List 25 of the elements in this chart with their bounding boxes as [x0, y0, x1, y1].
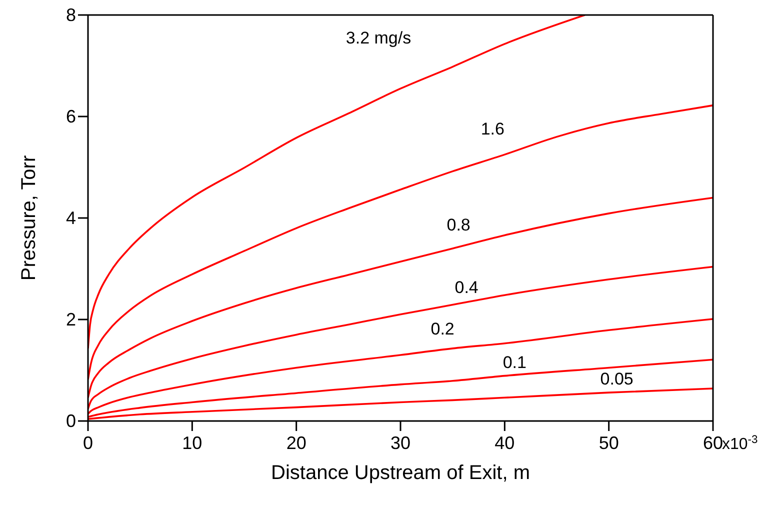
x-tick-label: 20 — [286, 433, 306, 453]
y-tick-label: 6 — [66, 106, 76, 126]
line-series — [88, 318, 713, 415]
y-tick-label: 2 — [66, 310, 76, 330]
y-tick-label: 0 — [66, 411, 76, 431]
series-label: 0.4 — [454, 278, 478, 297]
y-axis-title: Pressure, Torr — [18, 155, 40, 281]
text: x10$^{-3}$ — [722, 434, 758, 453]
x-tick-label: 0 — [82, 433, 94, 453]
x-tick-label: 10 — [182, 433, 202, 453]
series-label: 0.1 — [502, 352, 526, 372]
y-tick-label: 4 — [66, 208, 76, 228]
x-tick-label: 50 — [598, 433, 619, 453]
x-tick-label: 60 — [702, 433, 724, 453]
series-label: 0.05 — [600, 370, 634, 389]
line-series — [88, 196, 713, 399]
line-series — [88, 266, 713, 410]
x-axis-title: Distance Upstream of Exit, m — [271, 462, 530, 484]
x-tick-label: 40 — [494, 433, 515, 453]
x-tick-label: 30 — [390, 433, 411, 453]
y-tick-label: 8 — [66, 5, 76, 25]
series-label: 1.6 — [480, 120, 504, 139]
series-label: 0.8 — [446, 215, 470, 234]
series-label: 0.2 — [430, 319, 454, 338]
series-label: 3.2 mg/s — [346, 28, 412, 48]
